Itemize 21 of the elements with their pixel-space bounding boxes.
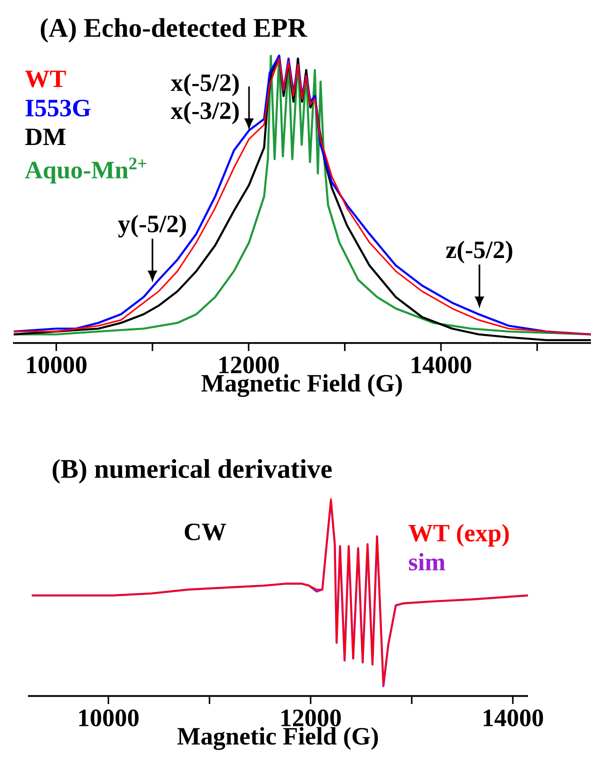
chart-title: (A) Echo-detected EPR bbox=[40, 18, 308, 42]
series-label: sim bbox=[408, 553, 446, 571]
text: WT bbox=[25, 70, 66, 88]
x-axis-title: Magnetic Field (G) bbox=[201, 374, 402, 397]
annotation: y(-5/2) bbox=[118, 214, 186, 238]
x-tick-label: 12000 bbox=[281, 710, 341, 726]
annotation: x(-3/2) bbox=[170, 102, 239, 124]
text: Aquo-Mn$^{2+}$ bbox=[25, 158, 146, 184]
annotation: z(-5/2) bbox=[446, 240, 512, 264]
x-tick-label: 10000 bbox=[79, 710, 139, 726]
x-tick-label: 10000 bbox=[27, 356, 86, 374]
text: DM bbox=[25, 128, 66, 146]
text: I553G bbox=[26, 100, 90, 116]
series-label: WT (exp) bbox=[408, 524, 509, 547]
annotation: x(-5/2) bbox=[170, 74, 239, 96]
annotation: CW bbox=[184, 524, 226, 540]
x-tick-label: 14000 bbox=[484, 710, 544, 726]
x-tick-label: 14000 bbox=[412, 356, 472, 374]
chart-title: (B) numerical derivative bbox=[52, 459, 332, 484]
x-tick-label: 12000 bbox=[219, 356, 279, 374]
x-axis-title: Magnetic Field (G) bbox=[177, 727, 378, 750]
